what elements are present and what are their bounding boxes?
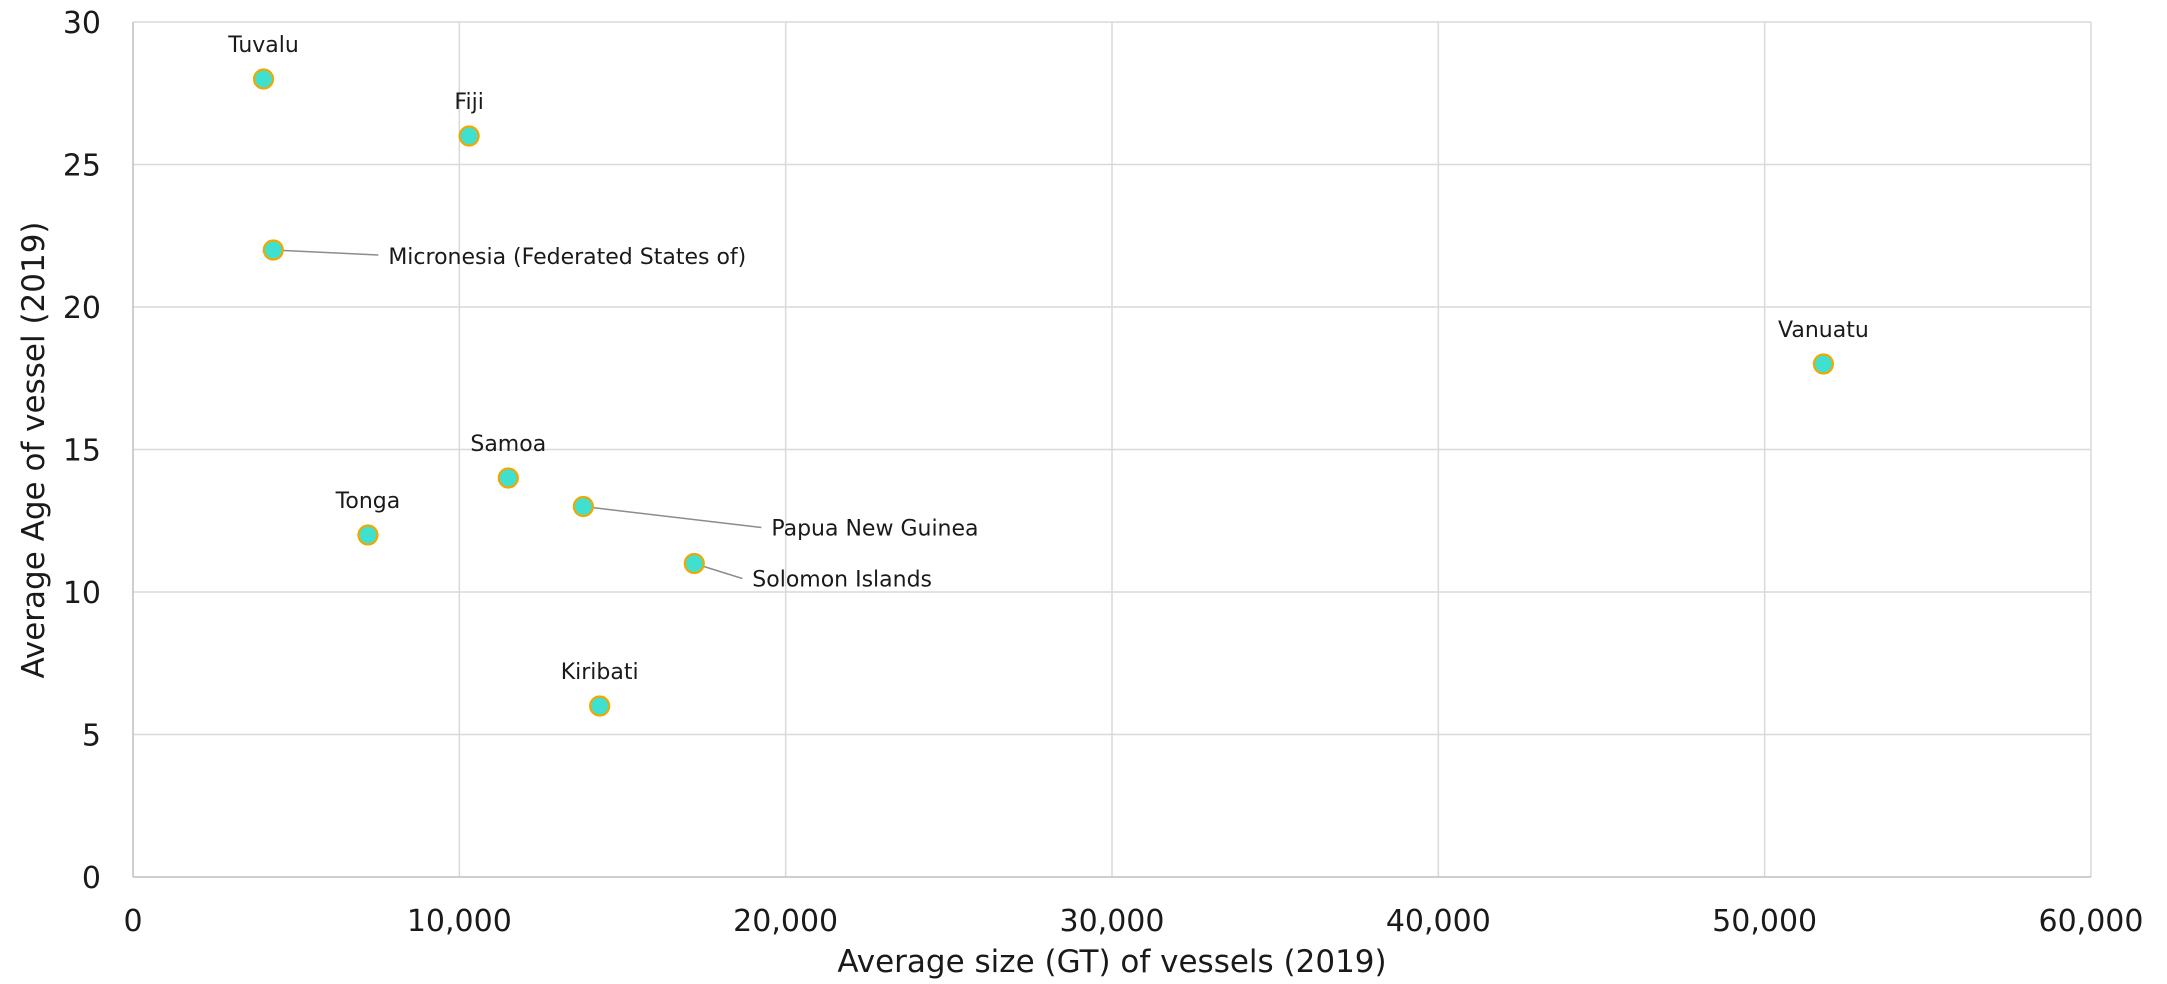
x-tick-label: 0: [123, 904, 142, 939]
point-label: Tonga: [335, 489, 401, 514]
x-tick-label: 30,000: [1060, 904, 1165, 939]
point-labels: Tuvalu Fiji Micronesia (Federated States o…: [227, 33, 1869, 685]
y-tick-label: 15: [63, 434, 101, 469]
y-tick-label: 0: [82, 861, 101, 896]
x-tick-label: 10,000: [407, 904, 512, 939]
data-points: [252, 68, 1835, 717]
data-point: [497, 467, 519, 489]
x-tick-label: 50,000: [1712, 904, 1817, 939]
data-point: [1812, 353, 1835, 375]
point-label: Samoa: [470, 432, 546, 457]
axes: [132, 22, 2091, 878]
y-tick-label: 5: [82, 719, 101, 754]
x-axis-title: Average size (GT) of vessels (2019): [837, 944, 1386, 980]
data-point: [458, 125, 480, 147]
point-label: Kiribati: [561, 660, 639, 685]
point-label: Solomon Islands: [752, 568, 932, 593]
data-point: [683, 552, 705, 575]
data-point: [357, 524, 379, 546]
leader-line: [273, 249, 379, 256]
data-point: [589, 695, 611, 717]
tick-labels: 0 5 10 15 20 25 30 0 10,000 20,000 30,000 40,000 50,…: [63, 6, 2144, 939]
point-label: Tuvalu: [227, 33, 299, 58]
y-tick-label: 25: [63, 149, 101, 184]
gridlines: [133, 21, 2092, 877]
y-tick-label: 20: [63, 291, 101, 326]
y-tick-label: 10: [63, 576, 101, 611]
x-tick-label: 20,000: [733, 904, 838, 939]
leader-lines: [273, 249, 762, 580]
x-tick-label: 40,000: [1386, 904, 1491, 939]
y-axis-title: Average Age of vessel (2019): [16, 221, 52, 678]
point-label: Vanuatu: [1778, 318, 1869, 343]
point-label: Micronesia (Federated States of): [388, 245, 746, 270]
data-point: [262, 239, 284, 261]
point-label: Papua New Guinea: [771, 517, 978, 542]
leader-line: [583, 505, 762, 529]
x-tick-label: 60,000: [2039, 904, 2144, 939]
data-point: [572, 495, 594, 518]
y-tick-label: 30: [63, 6, 101, 41]
point-label: Fiji: [454, 90, 483, 115]
data-point: [252, 68, 275, 90]
